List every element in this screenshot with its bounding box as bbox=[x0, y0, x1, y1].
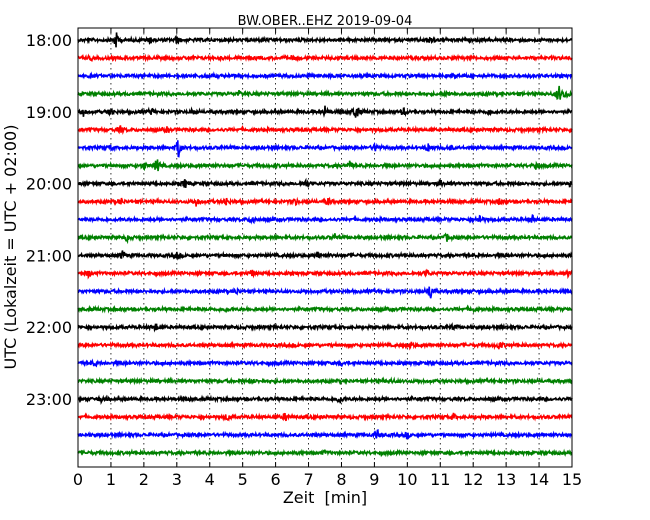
x-tick-label: 9 bbox=[369, 470, 379, 489]
seismogram-trace bbox=[77, 213, 573, 225]
x-tick-label: 15 bbox=[562, 470, 582, 489]
seismogram-trace bbox=[77, 71, 573, 81]
y-tick-label: 20:00 bbox=[26, 175, 72, 194]
seismogram-trace bbox=[77, 85, 573, 100]
chart-title: BW.OBER..EHZ 2019-09-04 bbox=[238, 14, 413, 29]
seismogram-trace bbox=[77, 159, 573, 172]
seismogram-trace bbox=[77, 250, 573, 261]
plot-frame bbox=[77, 27, 573, 468]
seismogram-trace bbox=[77, 105, 573, 118]
seismogram-trace bbox=[77, 32, 573, 48]
seismogram-trace bbox=[77, 322, 573, 333]
x-tick-label: 2 bbox=[139, 470, 149, 489]
seismogram-trace bbox=[77, 177, 573, 189]
y-axis-label: UTC (Lokalzeit = UTC + 02:00) bbox=[1, 125, 20, 370]
seismogram-trace bbox=[77, 358, 573, 368]
y-tick-label: 22:00 bbox=[26, 318, 72, 337]
x-tick-label: 13 bbox=[496, 470, 516, 489]
y-tick-label: 19:00 bbox=[26, 103, 72, 122]
y-axis: 18:00 19:00 20:00 21:00 22:00 23:00 bbox=[26, 31, 572, 409]
seismogram-traces bbox=[77, 32, 573, 458]
seismogram-trace bbox=[77, 140, 573, 158]
seismogram-trace bbox=[77, 448, 573, 458]
seismogram-trace bbox=[77, 376, 573, 386]
x-tick-label: 12 bbox=[463, 470, 483, 489]
seismogram-trace bbox=[77, 125, 573, 136]
x-tick-label: 4 bbox=[205, 470, 215, 489]
seismogram-trace bbox=[77, 268, 573, 280]
seismogram-trace bbox=[77, 429, 573, 441]
x-axis: 0 1 2 3 4 5 6 7 8 9 10 11 12 13 14 15 bbox=[73, 28, 582, 489]
x-tick-label: 14 bbox=[529, 470, 549, 489]
seismogram-trace bbox=[77, 232, 573, 245]
x-tick-label: 6 bbox=[271, 470, 281, 489]
seismogram-trace bbox=[77, 304, 573, 314]
x-tick-label: 3 bbox=[172, 470, 182, 489]
seismogram-trace bbox=[77, 196, 573, 207]
seismogram-trace bbox=[77, 340, 573, 351]
x-tick-label: 8 bbox=[336, 470, 346, 489]
x-tick-label: 1 bbox=[106, 470, 116, 489]
x-axis-label: Zeit [min] bbox=[283, 488, 367, 507]
seismogram-trace bbox=[77, 286, 573, 299]
seismogram-trace bbox=[77, 412, 573, 422]
x-tick-label: 5 bbox=[238, 470, 248, 489]
y-tick-label: 18:00 bbox=[26, 31, 72, 50]
y-tick-label: 21:00 bbox=[26, 246, 72, 265]
grid-lines bbox=[110, 28, 540, 467]
x-tick-label: 10 bbox=[397, 470, 417, 489]
x-tick-label: 11 bbox=[430, 470, 450, 489]
seismogram-trace bbox=[77, 394, 573, 405]
x-tick-label: 0 bbox=[73, 470, 83, 489]
y-tick-label: 23:00 bbox=[26, 390, 72, 409]
seismogram-trace bbox=[77, 53, 573, 63]
x-tick-label: 7 bbox=[303, 470, 313, 489]
